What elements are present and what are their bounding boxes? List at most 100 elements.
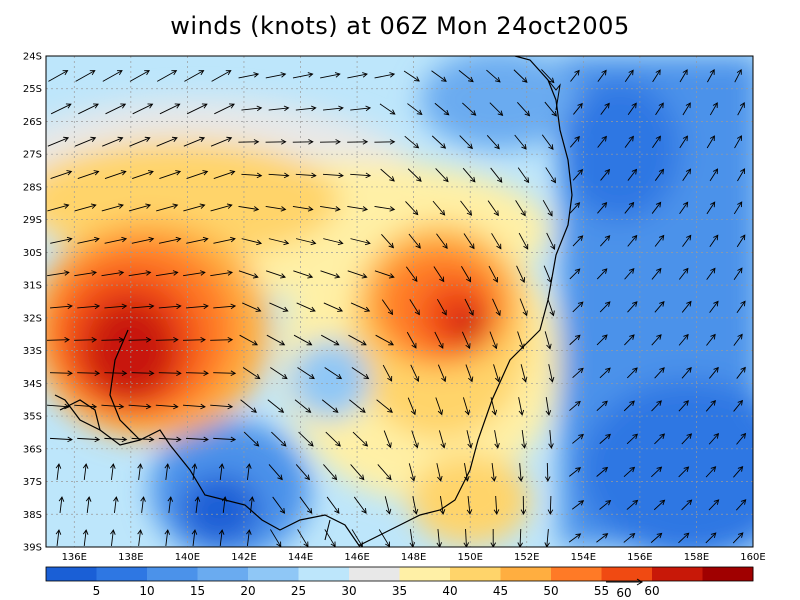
wind-arrow	[736, 234, 746, 248]
wind-arrow	[325, 431, 341, 447]
wind-arrow	[652, 135, 661, 149]
wind-arrow	[272, 496, 286, 514]
lat-tick-label: 30S	[23, 248, 42, 259]
wind-arrow	[568, 533, 582, 543]
wind-arrow	[241, 172, 263, 179]
wind-arrow	[521, 430, 527, 449]
lon-tick-label: 154E	[571, 552, 596, 563]
lat-tick-label: 26S	[23, 117, 42, 128]
wind-arrow	[265, 72, 287, 79]
wind-arrow	[74, 337, 98, 343]
wind-arrow	[186, 303, 209, 310]
wind-arrow	[321, 334, 340, 346]
wind-arrow	[82, 463, 89, 480]
lat-tick-label: 28S	[23, 182, 42, 193]
wind-arrow	[681, 499, 693, 511]
wind-arrow	[128, 270, 152, 277]
wind-arrow	[293, 270, 314, 279]
lat-tick-label: 31S	[23, 281, 42, 292]
wind-arrow	[49, 436, 73, 443]
wind-arrow	[46, 337, 70, 343]
wind-arrow	[271, 431, 287, 447]
wind-arrow	[434, 102, 450, 116]
wind-arrow	[82, 529, 89, 546]
wind-arrow	[681, 367, 692, 379]
wind-arrow	[186, 103, 208, 115]
wind-arrow	[129, 136, 151, 147]
wind-arrow	[733, 466, 744, 478]
wind-arrow	[55, 529, 62, 546]
lat-tick-label: 37S	[23, 477, 42, 488]
wind-arrow	[493, 364, 501, 383]
wind-arrow	[411, 430, 419, 449]
wind-arrow	[709, 366, 719, 379]
wind-arrow	[74, 403, 98, 410]
wind-arrow	[353, 496, 367, 514]
wind-arrow	[736, 300, 746, 313]
wind-arrow	[737, 102, 745, 116]
wind-arrow	[267, 399, 285, 413]
wind-arrow	[185, 370, 209, 377]
wind-arrow	[516, 265, 525, 283]
wind-arrow	[221, 496, 228, 513]
wind-arrow	[547, 298, 555, 317]
wind-arrow	[486, 69, 501, 83]
wind-arrow	[490, 528, 497, 547]
wind-arrow	[374, 139, 396, 145]
wind-arrow	[164, 529, 171, 546]
wind-arrow	[159, 170, 182, 180]
wind-arrow	[218, 463, 225, 480]
wind-arrow	[682, 234, 692, 247]
wind-arrow	[437, 364, 447, 383]
wind-arrow	[74, 136, 97, 147]
lon-tick-label: 146E	[344, 552, 369, 563]
wind-arrow	[265, 139, 287, 145]
wind-arrow	[626, 433, 638, 445]
wind-arrow	[461, 331, 471, 350]
wind-speed-field	[46, 56, 753, 547]
colorbar-swatch	[197, 567, 249, 581]
wind-arrow	[706, 135, 715, 149]
wind-arrow	[380, 168, 395, 182]
wind-arrow	[382, 364, 393, 382]
colorbar-swatch	[551, 567, 602, 581]
wind-arrow	[733, 267, 743, 281]
wind-arrow	[651, 267, 662, 280]
wind-arrow	[77, 236, 100, 244]
wind-arrow	[596, 466, 609, 477]
wind-arrow	[351, 367, 370, 380]
wind-arrow	[102, 70, 123, 82]
wind-arrow	[374, 72, 396, 79]
wind-arrow	[544, 462, 551, 482]
longitude-axis: 136E 138E 140E 142E 144E 146E 148E 150E 152E 154E…	[62, 552, 766, 563]
coastline	[54, 56, 573, 547]
wind-arrow	[297, 367, 315, 380]
wind-arrow	[546, 232, 556, 250]
wind-arrow	[572, 169, 584, 181]
wind-arrow	[110, 529, 116, 546]
wind-arrow	[678, 400, 689, 412]
wind-arrow	[572, 433, 584, 444]
wind-arrow	[50, 170, 73, 180]
wind-arrow	[682, 102, 691, 116]
wind-arrow	[240, 399, 257, 413]
wind-arrow	[269, 302, 289, 312]
wind-arrow	[733, 201, 743, 215]
wind-arrow	[184, 70, 205, 82]
wind-arrow	[347, 206, 369, 212]
wind-arrow	[734, 68, 742, 83]
wind-arrow	[569, 135, 580, 148]
wind-arrow	[490, 167, 503, 183]
wind-arrow	[377, 464, 392, 481]
wind-arrow	[295, 105, 317, 112]
wind-arrow	[266, 334, 286, 346]
colorbar-label: 10	[139, 584, 154, 598]
wind-arrow	[404, 135, 420, 149]
wind-arrow	[709, 102, 718, 116]
wind-arrow	[433, 266, 445, 283]
wind-arrow	[326, 496, 340, 514]
wind-arrow	[238, 72, 260, 79]
wind-arrow	[347, 72, 368, 79]
wind-arrow	[323, 302, 344, 312]
wind-arrow	[573, 102, 583, 115]
